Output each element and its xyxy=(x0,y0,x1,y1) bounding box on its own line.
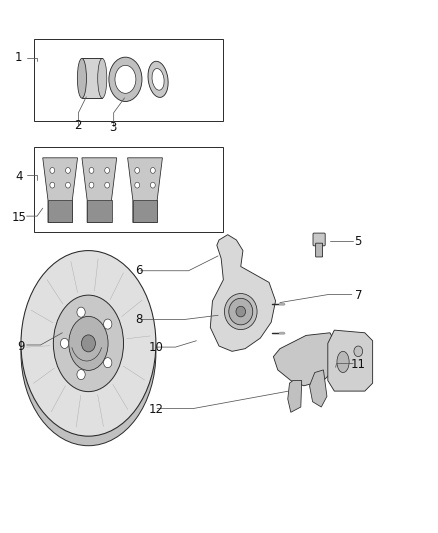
Circle shape xyxy=(60,338,69,349)
FancyBboxPatch shape xyxy=(34,147,223,232)
Circle shape xyxy=(77,307,85,317)
Circle shape xyxy=(104,358,112,368)
Ellipse shape xyxy=(21,251,156,436)
Circle shape xyxy=(89,182,94,188)
Circle shape xyxy=(50,167,55,173)
Polygon shape xyxy=(43,158,78,222)
Text: 12: 12 xyxy=(148,403,163,416)
Ellipse shape xyxy=(152,69,164,90)
Ellipse shape xyxy=(148,61,168,98)
Text: 5: 5 xyxy=(355,235,362,247)
Ellipse shape xyxy=(69,317,108,370)
Circle shape xyxy=(354,346,363,357)
Circle shape xyxy=(50,182,55,188)
Text: 10: 10 xyxy=(148,341,163,354)
Polygon shape xyxy=(273,333,334,386)
Polygon shape xyxy=(328,330,373,391)
Polygon shape xyxy=(210,235,276,351)
Circle shape xyxy=(150,167,155,173)
Text: 9: 9 xyxy=(17,340,25,352)
Circle shape xyxy=(105,182,110,188)
Circle shape xyxy=(66,182,71,188)
Circle shape xyxy=(81,335,95,352)
Circle shape xyxy=(105,167,110,173)
Circle shape xyxy=(135,167,140,173)
Polygon shape xyxy=(127,158,162,222)
Ellipse shape xyxy=(337,351,349,373)
Polygon shape xyxy=(87,200,112,222)
Polygon shape xyxy=(288,381,302,413)
Ellipse shape xyxy=(229,298,253,325)
Polygon shape xyxy=(133,200,157,222)
Circle shape xyxy=(135,182,140,188)
Circle shape xyxy=(66,167,71,173)
Ellipse shape xyxy=(78,59,86,98)
FancyBboxPatch shape xyxy=(316,243,322,257)
FancyBboxPatch shape xyxy=(313,233,325,246)
Circle shape xyxy=(104,319,112,329)
Polygon shape xyxy=(48,200,72,222)
Text: 8: 8 xyxy=(135,313,142,326)
Ellipse shape xyxy=(21,260,156,446)
Text: 2: 2 xyxy=(74,119,81,133)
Text: 7: 7 xyxy=(354,289,362,302)
Text: 3: 3 xyxy=(109,120,116,134)
Polygon shape xyxy=(82,158,117,222)
Ellipse shape xyxy=(115,66,136,93)
Circle shape xyxy=(89,167,94,173)
FancyBboxPatch shape xyxy=(34,38,223,120)
Ellipse shape xyxy=(236,306,246,317)
Text: 4: 4 xyxy=(15,170,22,183)
Circle shape xyxy=(77,369,85,379)
Text: 1: 1 xyxy=(15,51,22,63)
Text: 6: 6 xyxy=(135,264,142,277)
Ellipse shape xyxy=(98,59,107,98)
Ellipse shape xyxy=(109,57,142,101)
Circle shape xyxy=(150,182,155,188)
Text: 11: 11 xyxy=(351,358,366,371)
Ellipse shape xyxy=(53,295,124,392)
Text: 15: 15 xyxy=(11,211,26,224)
FancyBboxPatch shape xyxy=(82,59,102,98)
Ellipse shape xyxy=(224,294,257,329)
Polygon shape xyxy=(310,370,327,407)
